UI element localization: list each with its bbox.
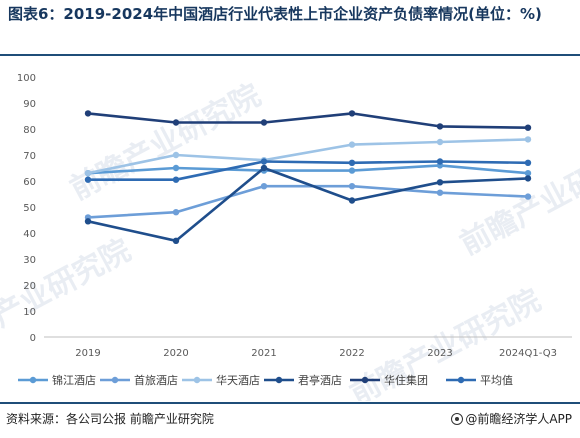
series-line — [87, 166, 529, 243]
y-tick-label: 50 — [23, 203, 36, 214]
y-tick-label: 0 — [30, 333, 36, 344]
series-line — [87, 138, 529, 175]
series-2 — [84, 183, 532, 221]
data-point — [348, 159, 356, 166]
data-point — [172, 209, 180, 216]
x-tick-label: 2019 — [75, 348, 100, 359]
data-point — [524, 175, 532, 182]
data-point — [260, 164, 268, 172]
y-tick-label: 70 — [23, 151, 36, 162]
y-tick-label: 90 — [23, 99, 36, 110]
y-tick-label: 30 — [23, 255, 36, 266]
chart-title: 图表6：2019-2024年中国酒店行业代表性上市企业资产负债率情况(单位：%) — [8, 5, 542, 23]
legend-swatch-marker — [275, 376, 283, 384]
top-divider — [0, 54, 580, 56]
data-point — [436, 179, 444, 186]
brand-logo-icon — [451, 412, 464, 425]
data-point — [172, 164, 180, 172]
x-tick-label: 2024Q1-Q3 — [499, 348, 557, 359]
data-point — [84, 218, 92, 225]
legend-item: 君亭酒店 — [264, 373, 342, 387]
legend-item: 平均值 — [446, 374, 513, 387]
watermark-text: 前瞻产业研究院 — [455, 133, 580, 262]
legend-label: 华住集团 — [384, 373, 428, 387]
data-point — [348, 110, 356, 117]
legend-swatch-marker — [29, 376, 37, 384]
data-point — [348, 183, 356, 190]
legend-swatch-marker — [457, 376, 465, 384]
y-tick-label: 60 — [23, 177, 36, 188]
data-point — [172, 119, 180, 126]
data-point — [348, 141, 356, 148]
data-point — [84, 176, 92, 183]
legend-item: 华住集团 — [350, 373, 428, 387]
data-point — [260, 158, 268, 165]
data-point — [172, 237, 180, 244]
data-point — [524, 170, 532, 177]
data-point — [436, 158, 444, 165]
data-point — [436, 123, 444, 130]
data-point — [172, 151, 180, 159]
legend-label: 锦江酒店 — [52, 373, 96, 387]
legend-label: 华天酒店 — [216, 373, 260, 387]
series-5 — [84, 110, 532, 131]
series-line — [87, 184, 529, 219]
axes: 0 10 20 30 40 50 60 70 80 90 100 2019 2020 2021 2022 20… — [17, 73, 572, 359]
legend-label: 君亭酒店 — [298, 373, 342, 387]
data-point — [524, 124, 532, 131]
y-tick-label: 20 — [23, 281, 36, 292]
data-point — [260, 119, 268, 126]
data-point — [436, 138, 444, 146]
watermark-text: 前瞻产业研究院 — [345, 283, 547, 401]
source-note: 资料来源：各公司公报 前瞻产业研究院 — [6, 412, 214, 426]
data-point — [436, 189, 444, 196]
data-point — [524, 159, 532, 166]
legend-label: 平均值 — [480, 374, 513, 387]
series-line — [87, 164, 529, 175]
brand-credit: @前瞻经济学人APP — [451, 410, 572, 427]
data-point — [172, 176, 180, 183]
legend-item: 首旅酒店 — [100, 373, 178, 387]
data-point — [524, 193, 532, 200]
watermark-text: 前瞻产业研究院 — [65, 78, 267, 207]
legend-swatch-marker — [193, 376, 201, 384]
legend-swatch-marker — [111, 376, 119, 384]
legend: 锦江酒店 首旅酒店 华天酒店 君亭酒店 华住集团 平均值 — [18, 373, 513, 387]
data-point — [524, 136, 532, 143]
series-line — [87, 112, 529, 129]
bottom-divider — [0, 402, 580, 404]
y-tick-label: 10 — [23, 307, 36, 318]
data-point — [348, 167, 356, 174]
y-tick-label: 40 — [23, 229, 36, 240]
legend-item: 锦江酒店 — [18, 373, 96, 387]
data-point — [84, 110, 92, 117]
series-6 — [84, 158, 532, 183]
data-point — [348, 197, 356, 204]
legend-swatch-marker — [361, 376, 369, 384]
x-tick-label: 2023 — [427, 348, 452, 359]
series-line — [88, 160, 529, 181]
y-tick-label: 100 — [17, 73, 36, 84]
legend-item: 华天酒店 — [182, 373, 260, 387]
brand-text: @前瞻经济学人APP — [465, 412, 572, 426]
series-layer — [84, 110, 532, 244]
watermark-text: 前瞻产业研究院 — [0, 233, 136, 362]
x-tick-label: 2021 — [251, 348, 276, 359]
y-tick-label: 80 — [23, 125, 36, 136]
series-4 — [84, 164, 532, 244]
legend-label: 首旅酒店 — [134, 373, 178, 387]
x-tick-label: 2022 — [339, 348, 364, 359]
data-point — [260, 183, 268, 190]
data-point — [84, 170, 92, 177]
x-tick-label: 2020 — [163, 348, 188, 359]
